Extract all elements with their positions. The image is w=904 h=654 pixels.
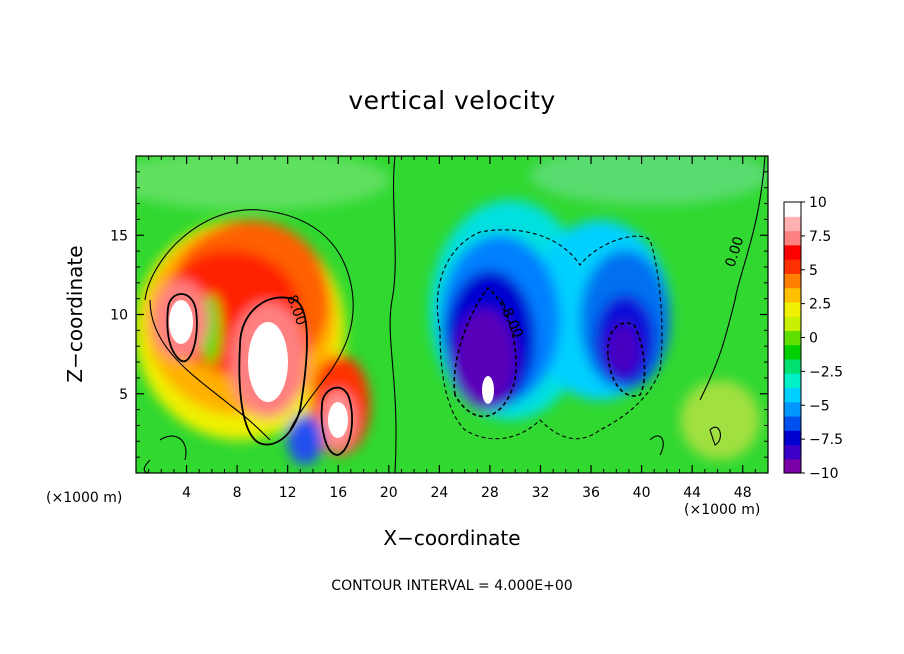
colorbar-label: 10 [809,195,827,211]
colorbar-segment [784,387,801,403]
x-tick-label: 4 [182,485,191,501]
x-unit-right: (×1000 m) [684,502,761,518]
contour-interval-note: CONTOUR INTERVAL = 4.000E+00 [331,578,573,594]
contour-lines [143,156,766,473]
colorbar-segment [784,273,801,289]
colorbar-segment [784,287,801,303]
colorbar-segment [784,458,801,474]
colorbar-segment [784,316,801,331]
y-tick-label: 5 [119,387,128,403]
x-tick-label: 8 [233,485,242,501]
x-axis-ticks: 4 8 12 16 20 24 28 32 36 40 44 48 [148,156,756,501]
colorbar-segment [784,358,801,374]
colorbar-label: 2.5 [809,297,831,313]
x-tick-label: 36 [582,485,600,501]
x-tick-label: 40 [633,485,651,501]
colorbar-segment [784,415,801,431]
chart-title: vertical velocity [348,86,556,115]
x-tick-label: 48 [734,485,752,501]
y-tick-label: 15 [110,228,128,244]
colorbar-label: −2.5 [809,364,843,380]
colorbar-label: 5 [809,263,818,279]
colorbar-label: 7.5 [809,229,831,245]
colorbar-segment [784,202,801,217]
colorbar-label: −10 [809,466,839,482]
x-tick-label: 20 [380,485,398,501]
colorbar-segment [784,216,801,232]
colorbar-segment [784,244,801,260]
colorbar-label: −5 [809,398,830,414]
colorbar-segment [784,344,801,360]
colorbar-segment [784,301,801,317]
colorbar-segment [784,259,801,274]
colorbar-segment [784,401,801,417]
x-tick-label: 24 [430,485,448,501]
colorbar-segment [784,430,801,446]
field-cores [169,300,494,438]
x-tick-label: 28 [481,485,499,501]
field-blobs [136,156,768,465]
x-axis-label: X−coordinate [383,526,521,550]
colorbar-label: 0 [809,331,818,347]
y-axis-ticks: 5 10 15 [110,171,768,458]
colorbar-label: −7.5 [809,432,843,448]
colorbar-segment [784,373,801,389]
negative-contour-lines [436,229,663,440]
x-tick-label: 12 [279,485,297,501]
colorbar-segment [784,330,801,346]
colorbar: 10 7.5 5 2.5 0 −2.5 −5 −7.5 −10 [783,195,843,482]
x-tick-label: 32 [532,485,550,501]
velocity-field [136,156,768,473]
x-unit-left: (×1000 m) [46,490,123,506]
x-tick-label: 16 [329,485,347,501]
y-tick-label: 10 [110,308,128,324]
x-tick-label: 44 [683,485,701,501]
colorbar-segment [784,444,801,460]
colorbar-segment [784,230,801,246]
